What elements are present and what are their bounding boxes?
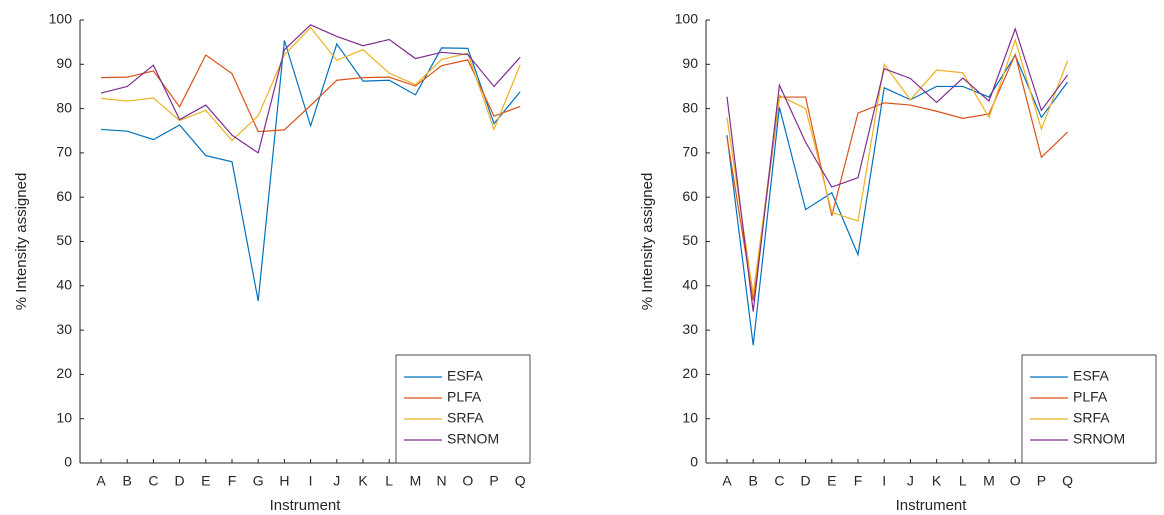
x-tick-label: Q <box>515 473 526 489</box>
series-line <box>100 40 521 301</box>
series-line <box>100 26 521 142</box>
y-tick-label: 40 <box>682 277 698 293</box>
y-tick-label: 0 <box>64 454 72 470</box>
y-tick-label: 80 <box>682 99 698 115</box>
x-tick-label: C <box>774 473 784 489</box>
x-tick-label: L <box>959 473 967 489</box>
y-tick-label: 80 <box>56 99 72 115</box>
x-tick-label: E <box>827 473 836 489</box>
x-tick-label: H <box>279 473 289 489</box>
legend-label: SRFA <box>447 410 484 426</box>
x-tick-label: O <box>1010 473 1021 489</box>
series-line <box>100 54 521 133</box>
y-tick-label: 50 <box>56 232 72 248</box>
legend-label: SRNOM <box>1073 431 1125 447</box>
x-tick-label: O <box>462 473 473 489</box>
y-tick-label: 10 <box>682 409 698 425</box>
x-axis-label: Instrument <box>270 497 342 514</box>
x-tick-label: J <box>907 473 914 489</box>
y-tick-label: 20 <box>56 365 72 381</box>
x-tick-label: F <box>228 473 237 489</box>
x-tick-label: N <box>437 473 447 489</box>
x-tick-label: I <box>309 473 313 489</box>
legend-label: PLFA <box>447 389 482 405</box>
x-tick-label: K <box>358 473 368 489</box>
x-axis-label: Instrument <box>896 497 968 514</box>
y-tick-label: 70 <box>56 144 72 160</box>
x-tick-label: A <box>722 473 732 489</box>
x-tick-label: D <box>801 473 811 489</box>
y-tick-label: 100 <box>675 11 699 27</box>
x-tick-label: L <box>385 473 393 489</box>
legend-box <box>395 354 531 464</box>
y-tick-label: 60 <box>682 188 698 204</box>
x-tick-label: F <box>854 473 863 489</box>
legend-label: ESFA <box>447 368 483 384</box>
y-tick-label: 100 <box>49 11 73 27</box>
x-tick-label: P <box>1037 473 1046 489</box>
x-tick-label: E <box>201 473 210 489</box>
y-tick-label: 10 <box>56 409 72 425</box>
series-line <box>100 24 521 154</box>
x-tick-label: B <box>749 473 758 489</box>
x-tick-label: A <box>96 473 106 489</box>
y-tick-label: 50 <box>682 232 698 248</box>
x-tick-label: Q <box>1062 473 1073 489</box>
legend-box <box>1021 354 1157 464</box>
y-axis-label: % Intensity assigned <box>639 173 656 311</box>
y-axis-label: % Intensity assigned <box>13 173 30 311</box>
series-line <box>726 54 1069 346</box>
y-tick-label: 40 <box>56 277 72 293</box>
x-tick-label: P <box>489 473 498 489</box>
x-tick-label: I <box>882 473 886 489</box>
y-tick-label: 30 <box>682 321 698 337</box>
x-tick-label: M <box>983 473 995 489</box>
legend-label: SRNOM <box>447 431 499 447</box>
series-line <box>726 37 1069 295</box>
legend-label: PLFA <box>1073 389 1108 405</box>
y-tick-label: 30 <box>56 321 72 337</box>
x-tick-label: K <box>932 473 942 489</box>
y-tick-label: 70 <box>682 144 698 160</box>
x-tick-label: M <box>410 473 422 489</box>
y-tick-label: 90 <box>56 55 72 71</box>
x-tick-label: D <box>175 473 185 489</box>
y-tick-label: 0 <box>690 454 698 470</box>
legend-label: ESFA <box>1073 368 1109 384</box>
x-tick-label: B <box>123 473 132 489</box>
y-tick-label: 90 <box>682 55 698 71</box>
x-tick-label: J <box>333 473 340 489</box>
legend-label: SRFA <box>1073 410 1110 426</box>
y-tick-label: 60 <box>56 188 72 204</box>
x-tick-label: G <box>253 473 264 489</box>
x-tick-label: C <box>148 473 158 489</box>
y-tick-label: 20 <box>682 365 698 381</box>
series-line <box>726 27 1069 312</box>
